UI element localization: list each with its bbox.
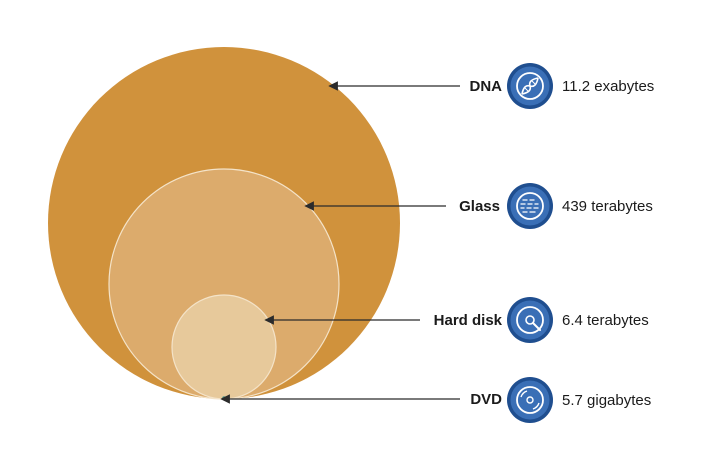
dna-label: DNA <box>470 78 503 95</box>
hard-disk-circle <box>171 294 277 400</box>
dna-capacity: 11.2 exabytes <box>562 78 654 95</box>
dna-icon <box>507 63 553 109</box>
hard-disk-capacity: 6.4 terabytes <box>562 312 649 329</box>
glass-capacity: 439 terabytes <box>562 198 653 215</box>
dvd-capacity: 5.7 gigabytes <box>562 392 651 409</box>
glass-label: Glass <box>459 198 500 215</box>
dvd-dot <box>222 396 226 400</box>
dvd-label: DVD <box>470 391 502 408</box>
hard-disk-label: Hard disk <box>434 312 503 329</box>
dvd-icon <box>507 377 553 423</box>
hard-disk-icon <box>507 297 553 343</box>
glass-icon <box>507 183 553 229</box>
